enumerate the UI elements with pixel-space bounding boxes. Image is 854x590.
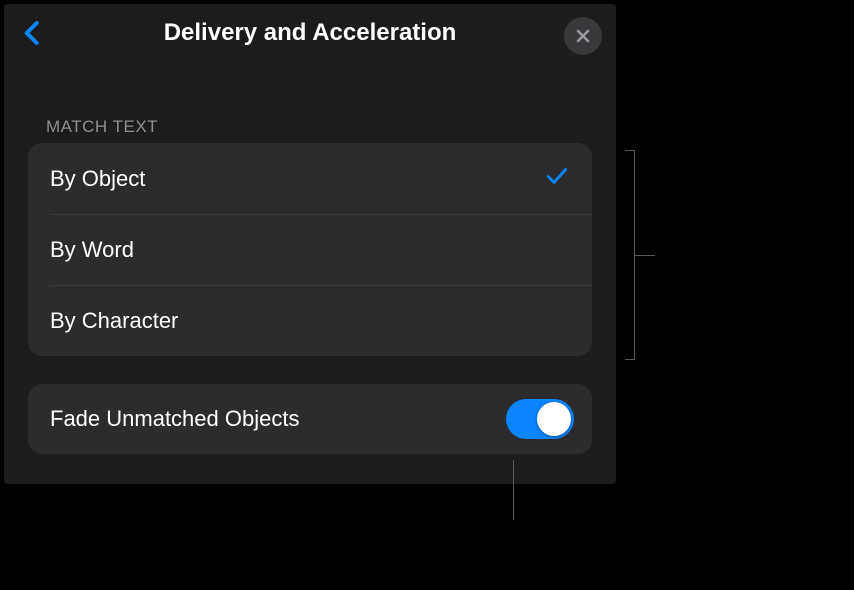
callout-leader-vertical [513,460,514,520]
panel-title: Delivery and Acceleration [164,19,457,47]
option-label: By Character [50,308,178,334]
option-label: By Object [50,166,145,192]
close-button[interactable] [564,17,602,55]
callout-leader-horizontal [635,255,655,256]
option-label: By Word [50,237,134,263]
match-text-option-by-object[interactable]: By Object [28,143,592,214]
chevron-left-icon [18,18,48,48]
match-text-option-by-word[interactable]: By Word [28,214,592,285]
match-text-option-by-character[interactable]: By Character [28,285,592,356]
callout-bracket [625,150,635,360]
match-text-option-list: By Object By Word By Character [28,143,592,356]
close-icon [573,26,593,46]
fade-unmatched-row[interactable]: Fade Unmatched Objects [28,384,592,454]
fade-unmatched-label: Fade Unmatched Objects [50,406,299,432]
checkmark-icon [544,163,570,194]
match-text-section-header: MATCH TEXT [4,62,616,143]
panel-header: Delivery and Acceleration [4,4,616,62]
fade-unmatched-toggle[interactable] [506,399,574,439]
settings-panel: Delivery and Acceleration MATCH TEXT By … [4,4,616,484]
back-button[interactable] [18,18,48,48]
